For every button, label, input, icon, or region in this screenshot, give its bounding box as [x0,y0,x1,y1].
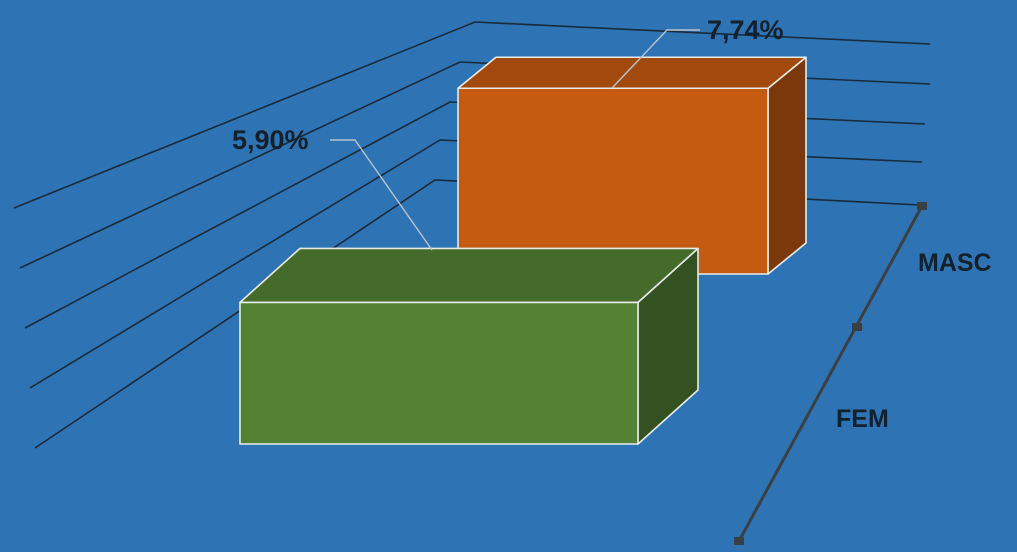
bar-front-face [457,87,769,275]
bar-top-face [457,56,807,90]
bar-front-face [239,301,639,445]
bars [239,56,807,445]
depth-axis-line [737,205,924,542]
leader-line-fem [330,139,433,251]
category-label-masc: MASC [918,249,992,277]
leader-line-masc [611,29,700,89]
bar-masc [457,56,807,275]
axis-tick [852,323,862,331]
bar-top-face [239,247,699,304]
axis-tick [734,537,744,545]
bar-fem [239,247,699,445]
category-label-fem: FEM [836,405,889,433]
data-label-masc: 7,74% [707,15,784,45]
labels: 7,74% 5,90% MASC FEM [232,15,992,433]
bar-side-face [767,56,807,275]
axis-tick [917,202,927,210]
depth-axis [734,202,927,545]
data-label-fem: 5,90% [232,125,309,155]
gridline [13,21,931,209]
